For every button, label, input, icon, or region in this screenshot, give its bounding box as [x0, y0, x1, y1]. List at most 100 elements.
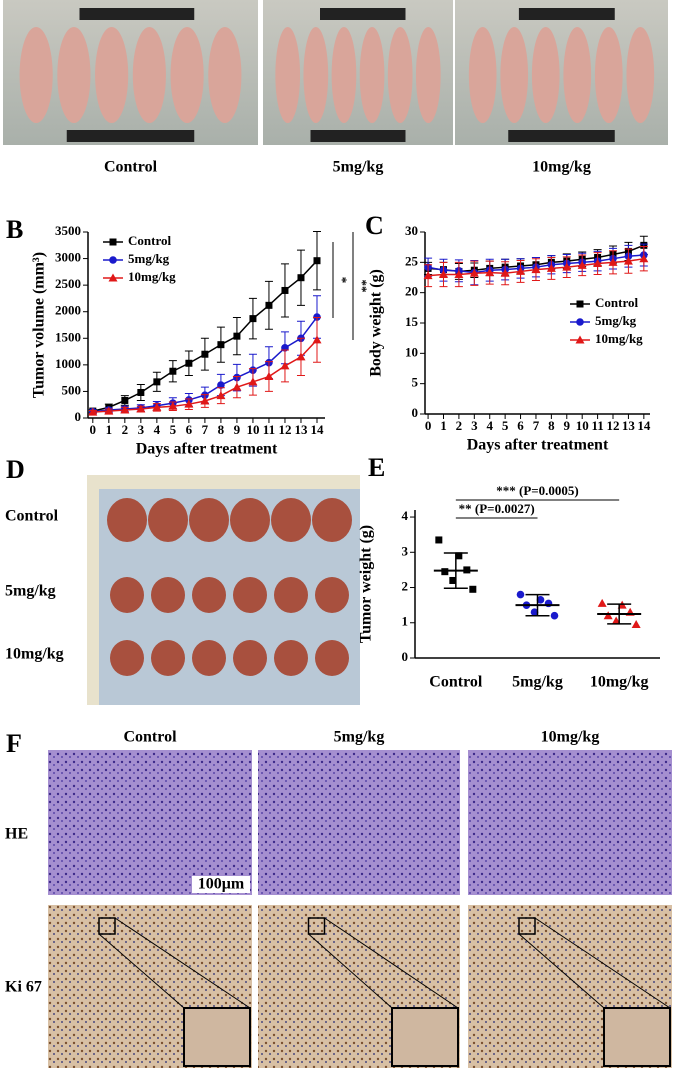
x-tick-label: 9 — [564, 418, 571, 433]
x-tick-label: 11 — [591, 418, 603, 433]
ruler — [87, 475, 99, 705]
y-tick-label: 5 — [412, 375, 419, 390]
panel-letter: E — [368, 453, 385, 482]
y-tick-label: 1500 — [55, 329, 81, 344]
marker — [232, 382, 242, 391]
mouse — [170, 27, 204, 123]
scale-bar-bg — [192, 876, 250, 893]
marker — [531, 265, 541, 274]
x-tick-label: 5 — [170, 422, 177, 437]
marker — [312, 335, 322, 344]
marker — [500, 268, 510, 277]
sd-bar — [525, 593, 550, 617]
mouse — [132, 27, 166, 123]
mouse — [95, 27, 129, 123]
marker — [639, 254, 649, 263]
legend-label: 10mg/kg — [128, 269, 176, 284]
marker — [136, 404, 146, 413]
series — [423, 246, 649, 288]
tumor — [312, 498, 352, 542]
micrograph — [258, 750, 460, 895]
panel-letter: C — [365, 211, 384, 240]
photos — [3, 0, 672, 1068]
y-tick-label: 2 — [402, 579, 409, 594]
row-label: 5mg/kg — [5, 583, 56, 600]
x-axis-label: Days after treatment — [467, 437, 609, 454]
marker — [438, 269, 448, 278]
mouse — [19, 27, 53, 123]
y-tick-label: 15 — [405, 314, 419, 329]
mouse — [563, 27, 592, 123]
x-tick-label: 13 — [622, 418, 636, 433]
tumor — [151, 577, 185, 613]
row-label: Ki 67 — [5, 979, 42, 996]
x-tick-label: 2 — [122, 422, 129, 437]
zoom-box — [518, 917, 536, 935]
x-tick-label: 1 — [440, 418, 447, 433]
marker — [608, 257, 618, 266]
photo-label: 5mg/kg — [333, 159, 384, 176]
marker — [516, 266, 526, 275]
mouse — [500, 27, 529, 123]
marker — [313, 313, 321, 321]
marker — [168, 401, 178, 410]
column-label: 10mg/kg — [541, 729, 600, 746]
marker — [562, 262, 572, 271]
row-label: Control — [5, 508, 59, 525]
mouse — [415, 27, 441, 123]
x-tick-label: 11 — [263, 422, 275, 437]
ruler — [79, 8, 195, 20]
marker — [248, 377, 258, 386]
marker — [233, 332, 241, 340]
mouse — [275, 27, 301, 123]
panel-letter: D — [6, 455, 25, 484]
zoom-inset — [603, 1007, 671, 1067]
tumor — [192, 640, 226, 676]
y-tick-label: 10 — [405, 344, 418, 359]
zoom-line — [518, 933, 605, 1009]
x-tick-label: 8 — [548, 418, 555, 433]
tumor — [233, 577, 267, 613]
marker — [455, 552, 463, 560]
marker — [217, 341, 225, 349]
x-tick-label: 4 — [486, 418, 493, 433]
tumor — [315, 577, 349, 613]
mouse — [468, 27, 497, 123]
panel-letter: B — [6, 215, 23, 244]
column-label: 5mg/kg — [334, 729, 385, 746]
tumor — [274, 577, 308, 613]
row-label: HE — [5, 826, 28, 843]
marker — [550, 611, 559, 620]
mouse — [531, 27, 560, 123]
tumor — [189, 498, 229, 542]
x-tick-label: 10 — [246, 422, 259, 437]
micrograph — [48, 750, 252, 895]
marker — [217, 381, 225, 389]
photo-label: 10mg/kg — [532, 159, 591, 176]
mouse — [626, 27, 655, 123]
x-tick-label: 0 — [90, 422, 97, 437]
marker — [516, 590, 525, 599]
y-tick-label: 0 — [75, 409, 82, 424]
y-tick-label: 4 — [402, 508, 409, 523]
marker — [577, 260, 587, 269]
x-tick-label: 7 — [202, 422, 209, 437]
marker — [184, 399, 194, 408]
marker — [152, 402, 162, 411]
series — [88, 317, 322, 416]
marker — [593, 259, 603, 268]
x-tick-label: 2 — [456, 418, 463, 433]
marker — [423, 271, 433, 280]
legend-label: 10mg/kg — [595, 331, 643, 346]
marker — [575, 335, 585, 344]
marker — [454, 269, 464, 278]
x-tick-label: 0 — [425, 418, 432, 433]
x-axis-label: Days after treatment — [136, 441, 278, 458]
legend-label: Control — [128, 233, 171, 248]
y-axis-label: Tumor weight (g) — [358, 525, 375, 643]
ruler — [518, 8, 615, 20]
marker — [441, 568, 449, 576]
marker — [201, 350, 209, 358]
x-tick-label: 1 — [106, 422, 113, 437]
